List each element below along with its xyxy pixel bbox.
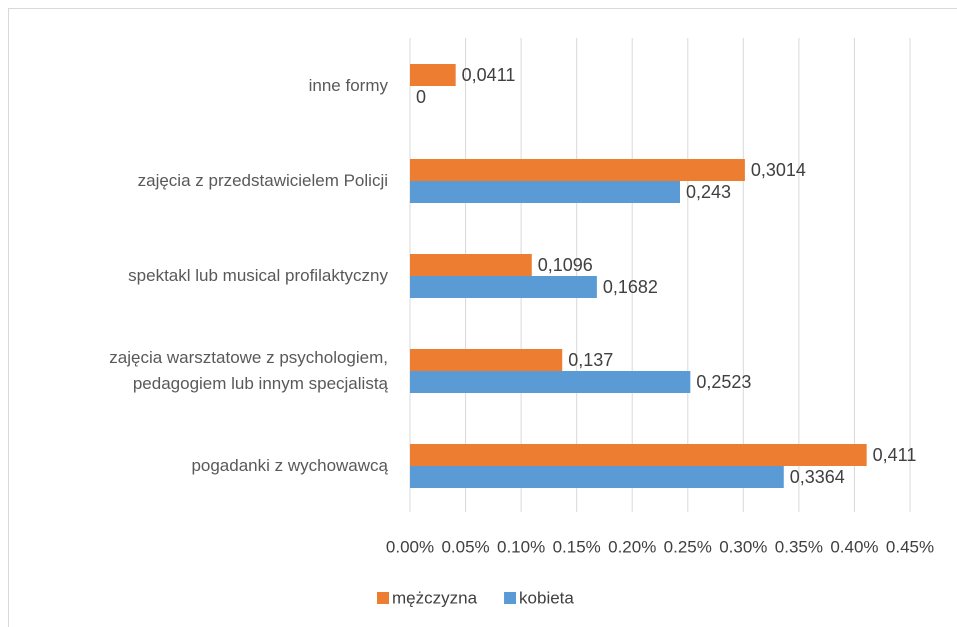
bar [410,349,563,371]
x-tick-label: 0.25% [664,537,712,556]
legend-label: kobieta [519,588,574,607]
legend-swatch [377,592,389,604]
data-label: 0,2523 [696,372,751,392]
bar [410,276,597,298]
category-label: zajęcia warsztatowe z psychologiem, peda… [109,348,388,393]
category-label: pogadanki z wychowawcą [191,456,388,475]
x-tick-label: 0.30% [719,537,767,556]
bar [410,159,745,181]
x-tick-label: 0.05% [441,537,489,556]
x-tick-label: 0.15% [553,537,601,556]
data-label: 0,243 [686,182,731,202]
bar [410,371,691,393]
x-tick-label: 0.00% [386,537,434,556]
x-tick-label: 0.40% [830,537,878,556]
category-label: zajęcia z przedstawicielem Policji [137,171,388,190]
bar [410,181,680,203]
data-label: 0,0411 [462,65,516,85]
category-label: inne formy [308,76,388,95]
x-tick-label: 0.20% [608,537,656,556]
bar [410,254,532,276]
data-label: 0,1096 [538,255,593,275]
data-label: 0,411 [873,445,917,465]
data-label: 0,1682 [603,277,658,297]
data-label: 0,3014 [751,160,806,180]
legend-swatch [504,592,517,604]
bar [410,444,867,466]
legend-label: mężczyzna [392,588,478,607]
data-label: 0,137 [568,350,613,370]
data-label: 0 [416,87,426,107]
data-label: 0,3364 [790,467,845,487]
x-tick-label: 0.10% [497,537,545,556]
x-tick-label: 0.45% [886,537,934,556]
bar [410,64,456,86]
x-tick-label: 0.35% [775,537,823,556]
category-label: spektakl lub musical profilaktyczny [128,266,388,285]
bar [410,466,784,488]
